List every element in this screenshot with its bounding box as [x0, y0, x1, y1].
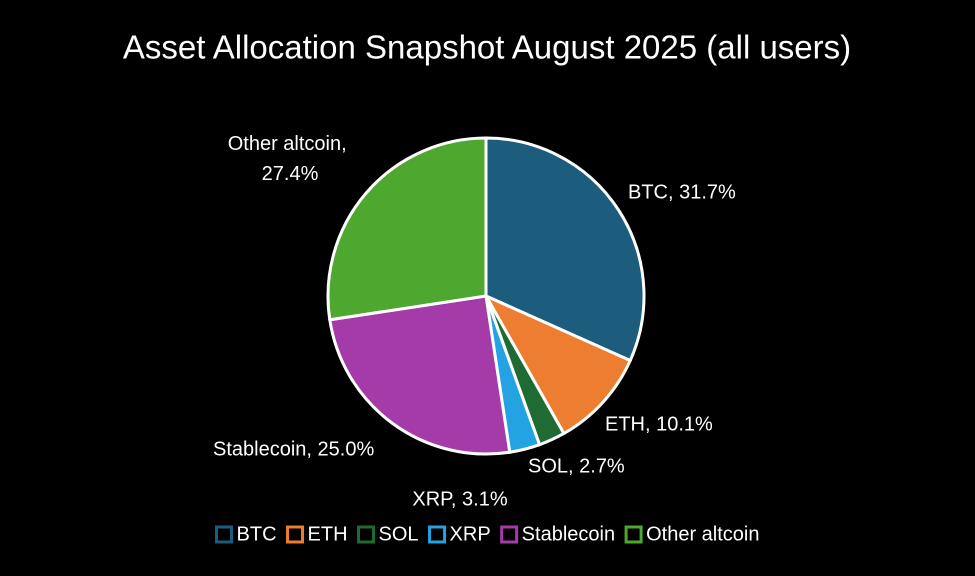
legend-label: XRP	[450, 523, 491, 545]
legend-label: BTC	[237, 523, 277, 545]
pie-slice	[484, 136, 646, 363]
pie-slice	[482, 292, 633, 436]
data-label: ETH, 10.1%	[605, 413, 713, 435]
legend-label: Stablecoin	[522, 523, 615, 545]
legend-swatch	[500, 525, 519, 544]
chart-title: Asset Allocation Snapshot August 2025 (a…	[123, 29, 851, 66]
legend-swatch	[624, 525, 643, 544]
data-label: XRP, 3.1%	[412, 488, 507, 510]
pie-slice	[328, 294, 512, 456]
legend-swatch	[428, 525, 447, 544]
legend-label: ETH	[308, 523, 348, 545]
legend-label: SOL	[379, 523, 419, 545]
legend-swatch	[286, 525, 305, 544]
data-label: Stablecoin, 25.0%	[213, 438, 374, 460]
pie-slice	[326, 136, 488, 322]
legend-swatch	[357, 525, 376, 544]
legend: BTC ETH SOL XRP Stablecoin Other altcoin	[215, 523, 759, 545]
legend-swatch	[215, 525, 234, 544]
data-label: Other altcoin, 27.4%	[228, 133, 353, 185]
legend-label: Other altcoin	[646, 523, 759, 545]
data-label: BTC, 31.7%	[628, 181, 736, 203]
data-label: SOL, 2.7%	[528, 455, 625, 477]
